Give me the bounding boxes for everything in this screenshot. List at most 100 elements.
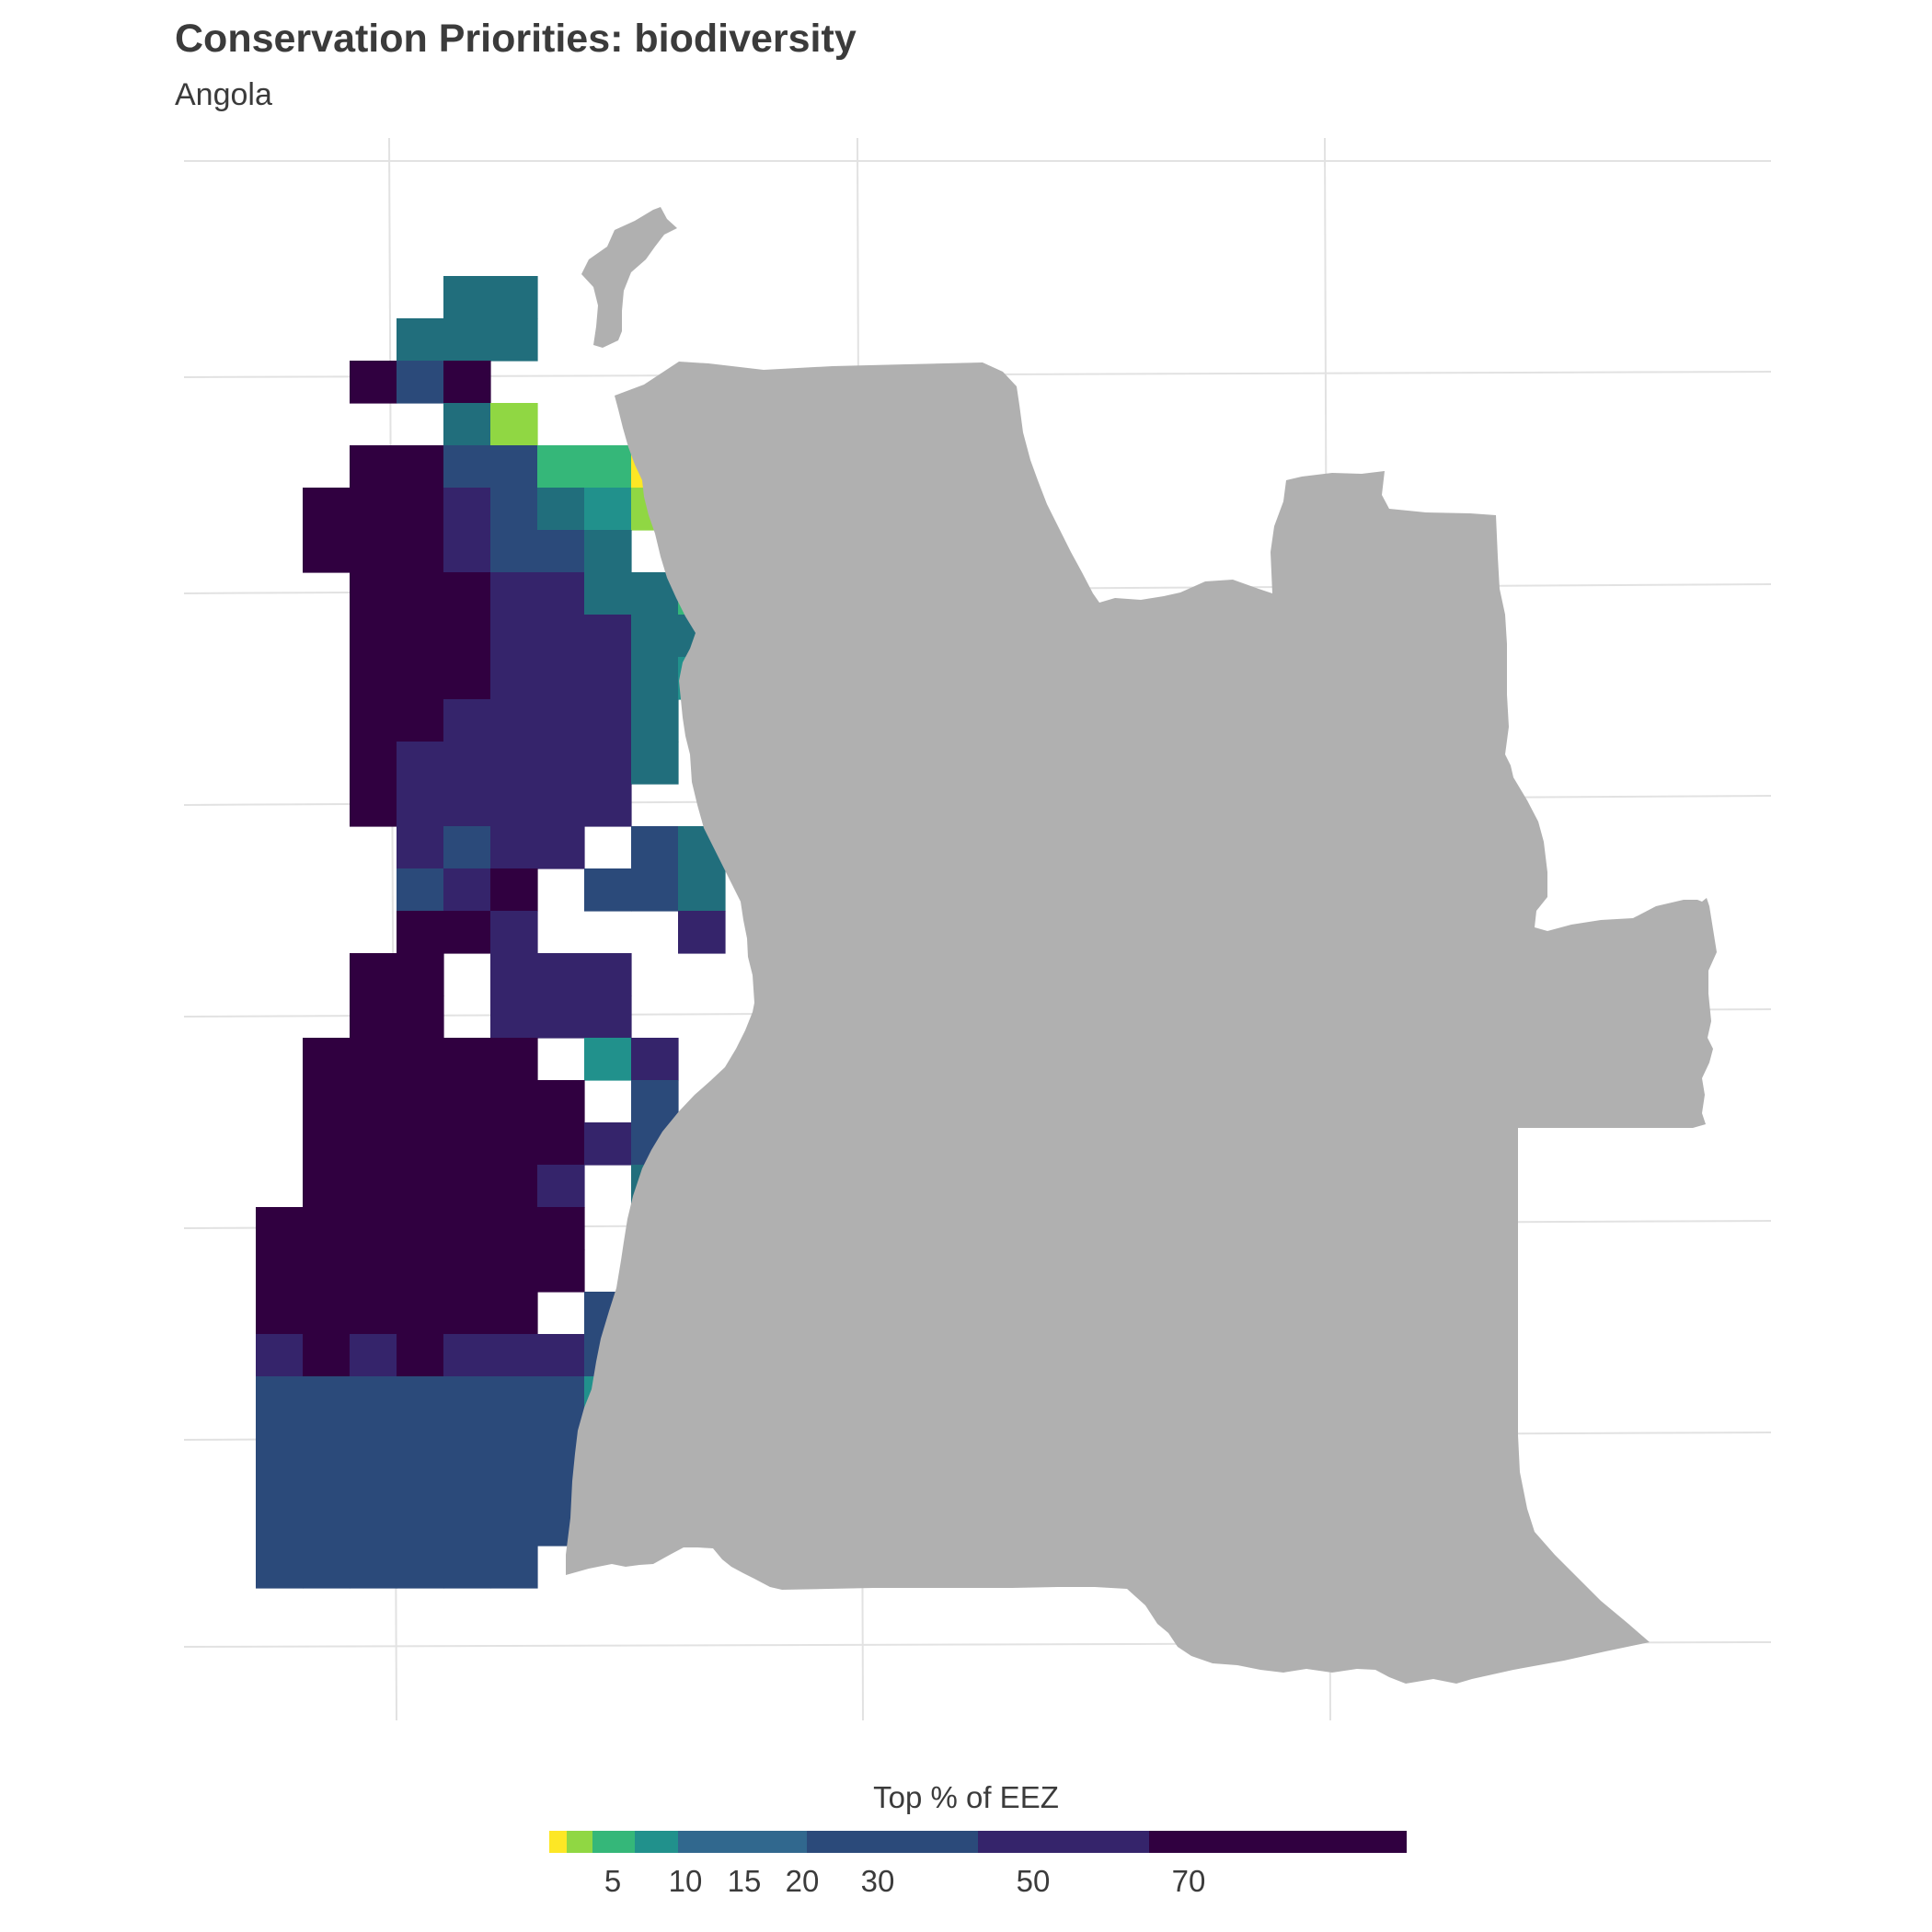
legend-swatch (1149, 1831, 1407, 1853)
priority-cell (397, 1292, 444, 1335)
priority-cell (490, 615, 538, 658)
legend-swatch (806, 1831, 978, 1853)
legend-tick-label: 20 (785, 1864, 820, 1898)
priority-cell (397, 826, 444, 869)
priority-cell (631, 826, 679, 869)
priority-cell (443, 318, 491, 362)
priority-cell (397, 488, 444, 531)
priority-cell (490, 1080, 538, 1123)
legend-title: Top % of EEZ (873, 1780, 1059, 1814)
priority-cell (537, 1376, 585, 1420)
priority-cell (350, 1419, 397, 1462)
priority-cell (584, 572, 632, 615)
priority-cell (631, 615, 679, 658)
priority-cell (443, 1038, 491, 1081)
priority-cell (397, 995, 444, 1039)
priority-cell (490, 1249, 538, 1293)
priority-cell (584, 953, 632, 996)
priority-cell (631, 868, 679, 912)
legend-tick-label: 50 (1016, 1864, 1051, 1898)
priority-cell (397, 1419, 444, 1462)
legend-color-bar (549, 1831, 1407, 1853)
priority-cell (397, 699, 444, 742)
priority-cell (397, 1376, 444, 1420)
priority-cell (443, 826, 491, 869)
priority-cell (303, 1207, 351, 1250)
priority-cell (631, 657, 679, 700)
priority-cell (631, 1038, 679, 1081)
priority-cell (397, 1546, 444, 1589)
priority-cell (350, 1334, 397, 1377)
priority-cell (350, 995, 397, 1039)
priority-cell (350, 1080, 397, 1123)
priority-cell (443, 868, 491, 912)
priority-cell (397, 572, 444, 615)
priority-cell (537, 699, 585, 742)
priority-cell (490, 1038, 538, 1081)
priority-cell (490, 742, 538, 785)
priority-cell (537, 1122, 585, 1166)
priority-cell (256, 1334, 304, 1377)
priority-cell (397, 1165, 444, 1208)
priority-cell (490, 1207, 538, 1250)
priority-cell (303, 488, 351, 531)
priority-cell (397, 1207, 444, 1250)
priority-cell (537, 1080, 585, 1123)
priority-cell (256, 1249, 304, 1293)
priority-cell (397, 868, 444, 912)
priority-cell (537, 742, 585, 785)
priority-cell (303, 1122, 351, 1166)
priority-cell (303, 1419, 351, 1462)
priority-cell (443, 361, 491, 404)
priority-cell (350, 1292, 397, 1335)
priority-cell (537, 530, 585, 573)
priority-cell (537, 615, 585, 658)
priority-cell (584, 657, 632, 700)
priority-cell (350, 1503, 397, 1547)
priority-cell (397, 784, 444, 827)
legend-swatch (977, 1831, 1150, 1853)
priority-cell (397, 1503, 444, 1547)
priority-cell (443, 1461, 491, 1504)
priority-cell (490, 953, 538, 996)
priority-cell (537, 445, 585, 489)
priority-cell (443, 1122, 491, 1166)
priority-cell (397, 1122, 444, 1166)
priority-cell (350, 1461, 397, 1504)
priority-cell (584, 488, 632, 531)
priority-cell (631, 1080, 679, 1123)
priority-cell (443, 1546, 491, 1589)
legend-swatch (677, 1831, 721, 1853)
priority-cell (397, 657, 444, 700)
priority-cell (397, 1080, 444, 1123)
legend-tick-label: 5 (604, 1864, 622, 1898)
priority-cell (256, 1461, 304, 1504)
priority-cell (490, 445, 538, 489)
priority-cell (584, 699, 632, 742)
map-canvas (183, 137, 1772, 1721)
priority-cell (303, 1080, 351, 1123)
priority-cell (537, 572, 585, 615)
priority-cell (397, 1249, 444, 1293)
priority-cell (490, 1292, 538, 1335)
legend-tick-label: 30 (860, 1864, 895, 1898)
priority-cell (350, 1376, 397, 1420)
priority-cell (303, 1503, 351, 1547)
priority-cell (537, 1207, 585, 1250)
priority-cell (490, 1122, 538, 1166)
priority-cell (303, 1165, 351, 1208)
priority-cell (490, 784, 538, 827)
legend-tick-label: 10 (668, 1864, 703, 1898)
priority-cell (443, 530, 491, 573)
priority-cell (537, 1249, 585, 1293)
priority-cell (537, 1334, 585, 1377)
priority-cell (443, 1292, 491, 1335)
priority-cell (631, 699, 679, 742)
chart-title: Conservation Priorities: biodiversity (175, 17, 857, 61)
priority-cell (490, 572, 538, 615)
priority-cell (350, 361, 397, 404)
priority-cell (537, 784, 585, 827)
priority-cell (397, 530, 444, 573)
priority-cell (490, 403, 538, 446)
priority-cell (490, 488, 538, 531)
